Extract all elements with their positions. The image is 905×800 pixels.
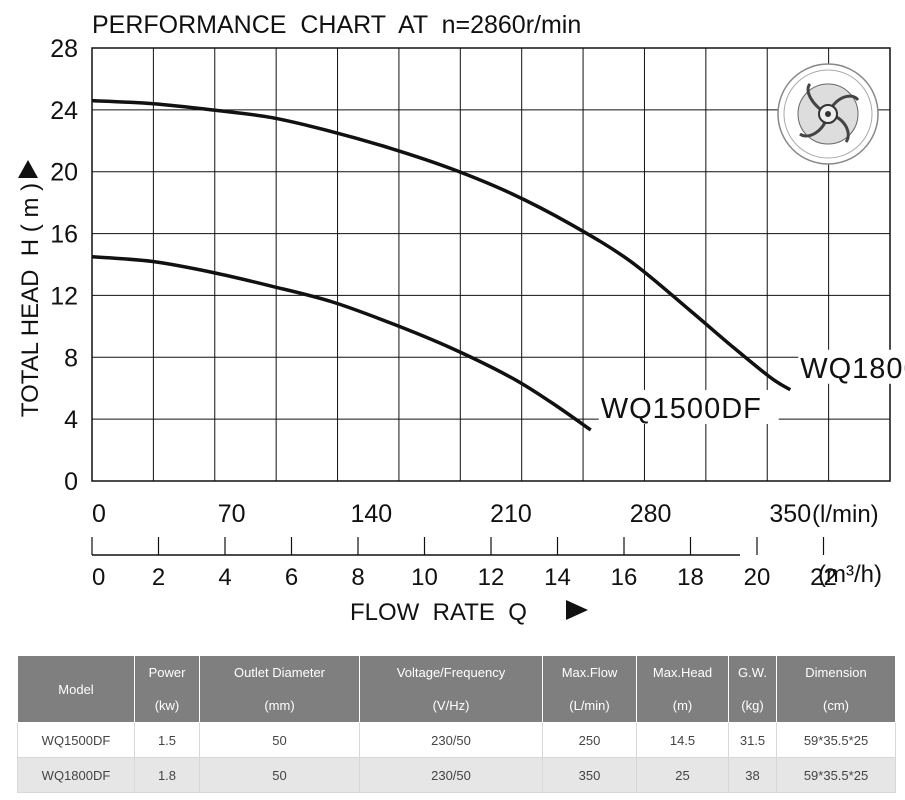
x-tick-label-lmin: 210: [490, 500, 532, 528]
x-tick-label-m3h: 0: [92, 564, 105, 591]
header-unit: (kw): [154, 698, 180, 713]
cell-maxhead: 25: [636, 757, 729, 793]
chart-title: PERFORMANCE CHART AT n=2860r/min: [92, 11, 581, 39]
x-tick-label-m3h: 6: [285, 564, 298, 591]
header-maxflow: Max.Flow (L/min): [542, 655, 637, 723]
header-unit: (L/min): [569, 698, 610, 713]
y-tick-label: 12: [50, 282, 78, 310]
x-axis-label: FLOW RATE Q: [350, 599, 527, 626]
x-tick-label-m3h: 10: [411, 564, 438, 591]
table-header-row: Model Power (kw) Outlet Diameter (mm) Volt…: [17, 655, 896, 723]
y-tick-label: 20: [50, 159, 78, 187]
x-tick-label-lmin: 140: [350, 500, 392, 528]
series-line-wq1800df: [91, 98, 792, 392]
header-dimension: Dimension (cm): [776, 655, 896, 723]
y-tick-label: 16: [50, 221, 78, 249]
header-model-label: Model: [58, 681, 94, 697]
cell-power: 1.8: [134, 757, 200, 793]
y-tick-label: 28: [50, 35, 78, 63]
impeller-icon: [777, 63, 879, 165]
header-unit: (V/Hz): [432, 698, 470, 713]
y-axis-label: TOTAL HEAD H ( m ): [17, 183, 44, 417]
chart-curves: [91, 98, 792, 432]
header-maxhead: Max.Head (m): [636, 655, 729, 723]
cell-voltage: 230/50: [359, 722, 543, 758]
x-axis-ticks-m3h: 0 2 4 6 8 10 12 14 16 18 20 22: [91, 537, 837, 591]
header-model: Model: [17, 655, 135, 723]
header-unit: (mm): [264, 698, 295, 713]
x-tick-label-m3h: 16: [611, 564, 638, 591]
header-outlet: Outlet Diameter (mm): [199, 655, 360, 723]
header-gw: G.W. (kg): [728, 655, 777, 723]
x-tick-label-m3h: 14: [544, 564, 571, 591]
series-line-wq1500df: [91, 255, 592, 432]
cell-gw: 31.5: [728, 722, 777, 758]
series-label-bg: [798, 349, 905, 384]
cell-gw: 38: [728, 757, 777, 793]
x-tick-label-m3h: 12: [478, 564, 505, 591]
header-label: G.W.: [738, 665, 767, 680]
series-labels: WQ1800DF WQ1500DF: [598, 349, 905, 425]
x-tick-label-lmin: 70: [218, 500, 246, 528]
x-unit-lmin: (l/min): [812, 501, 879, 528]
y-tick-label: 24: [50, 97, 78, 125]
header-voltage: Voltage/Frequency (V/Hz): [359, 655, 543, 723]
y-tick-label: 0: [64, 468, 78, 496]
performance-chart: PERFORMANCE CHART AT n=2860r/min 0 4 8 12 16…: [17, 11, 905, 626]
cell-outlet: 50: [199, 757, 360, 793]
x-tick-label-m3h: 20: [744, 564, 771, 591]
cell-dimension: 59*35.5*25: [776, 722, 896, 758]
x-tick-label-m3h: 4: [218, 564, 231, 591]
arrow-up-icon: [18, 160, 38, 178]
x-axis-ticks-lmin: 0 70 140 210 280 350: [92, 500, 811, 528]
header-label: Voltage/Frequency: [396, 665, 506, 680]
header-unit: (kg): [741, 698, 764, 713]
header-power: Power (kw): [134, 655, 200, 723]
cell-dimension: 59*35.5*25: [776, 757, 896, 793]
y-axis-label-group: TOTAL HEAD H ( m ): [17, 183, 44, 417]
plot-frame: [91, 47, 891, 482]
cell-voltage: 230/50: [359, 757, 543, 793]
y-tick-label: 8: [64, 344, 78, 372]
arrow-right-icon: [566, 600, 588, 620]
x-tick-label-m3h: 22: [810, 564, 837, 591]
table-row: WQ1800DF 1.8 50 230/50 350 25 38 59*35.5…: [17, 757, 896, 793]
header-label: Dimension: [805, 665, 867, 680]
x-tick-label-m3h: 8: [351, 564, 364, 591]
header-label: Max.Head: [652, 665, 713, 680]
cell-maxflow: 250: [542, 722, 637, 758]
x-unit-m3h: (m³/h): [818, 561, 882, 588]
x-tick-label-lmin: 280: [630, 500, 672, 528]
series-label-wq1500df: WQ1500DF: [601, 393, 762, 425]
cell-model: WQ1500DF: [17, 722, 135, 758]
y-tick-label: 4: [64, 406, 78, 434]
header-unit: (m): [672, 698, 693, 713]
header-label: Outlet Diameter: [233, 665, 326, 680]
x-tick-label-m3h: 2: [152, 564, 165, 591]
table-row: WQ1500DF 1.5 50 230/50 250 14.5 31.5 59*…: [17, 722, 896, 758]
series-label-bg: [598, 389, 779, 424]
x-tick-label-lmin: 0: [92, 500, 106, 528]
cell-model: WQ1800DF: [17, 757, 135, 793]
header-label: Power: [148, 665, 186, 680]
header-unit: (cm): [823, 698, 849, 713]
y-axis-ticks: 0 4 8 12 16 20 24 28: [50, 35, 78, 496]
spec-table: Model Power (kw) Outlet Diameter (mm) Volt…: [17, 655, 896, 793]
header-label: Max.Flow: [561, 665, 618, 680]
x-tick-label-m3h: 18: [677, 564, 704, 591]
series-label-wq1800df: WQ1800DF: [800, 353, 905, 385]
cell-outlet: 50: [199, 722, 360, 758]
cell-power: 1.5: [134, 722, 200, 758]
cell-maxflow: 350: [542, 757, 637, 793]
cell-maxhead: 14.5: [636, 722, 729, 758]
x-tick-label-lmin: 350: [769, 500, 811, 528]
